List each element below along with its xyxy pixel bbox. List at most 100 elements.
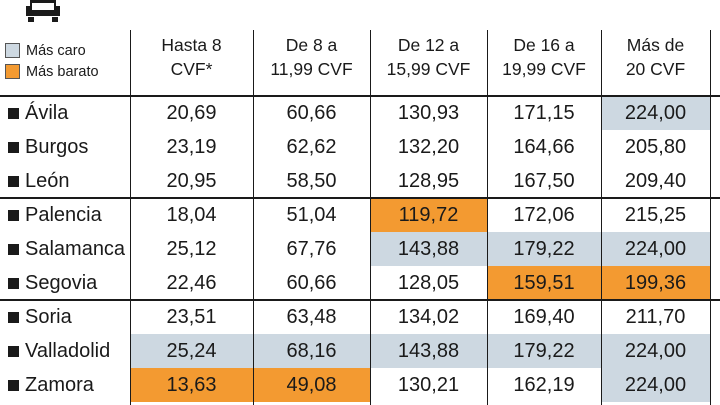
value-cell: 143,88 (397, 339, 460, 362)
highlight-cell (602, 334, 710, 368)
value-cell: 199,36 (624, 271, 687, 294)
value-cell: 169,40 (513, 305, 575, 328)
province-name: Zamora (25, 373, 94, 396)
value-cell: 63,48 (286, 305, 337, 328)
legend-item-cheap: Más barato (5, 61, 99, 82)
column-header-line2: CVF* (170, 59, 213, 79)
value-cell: 49,08 (286, 373, 337, 396)
highlight-cell (488, 266, 601, 300)
value-cell: 172,06 (513, 203, 575, 226)
value-cell: 25,12 (166, 237, 217, 260)
column-header-line1: Hasta 8 (161, 35, 222, 55)
column-divider (710, 30, 711, 405)
car-icon (26, 0, 60, 22)
province-name: Palencia (25, 203, 102, 226)
value-cell: 119,72 (398, 203, 459, 226)
value-cell: 179,22 (513, 237, 575, 260)
value-cell: 143,88 (397, 237, 460, 260)
row-divider (0, 197, 720, 199)
legend-item-expensive: Más caro (5, 40, 99, 61)
value-cell: 60,66 (286, 101, 337, 124)
value-cell: 68,16 (286, 339, 337, 362)
column-divider (253, 30, 254, 405)
province-cell: Burgos (8, 130, 88, 164)
province-name: Segovia (25, 271, 98, 294)
highlight-cell (254, 334, 370, 368)
province-name: Ávila (25, 101, 69, 124)
province-name: Soria (25, 305, 72, 328)
column-divider (487, 30, 488, 405)
value-cell: 60,66 (286, 271, 337, 294)
table-grid (0, 30, 720, 405)
highlight-cell (131, 368, 253, 402)
column-header-line2: 11,99 CVF (270, 59, 353, 79)
bullet-icon (8, 141, 19, 153)
province-cell: Segovia (8, 266, 97, 300)
value-cell: 13,63 (166, 373, 217, 396)
value-cell: 171,15 (513, 101, 575, 124)
highlight-cell (602, 266, 710, 300)
province-cell: Zamora (8, 368, 94, 402)
value-cell: 62,62 (286, 135, 337, 158)
value-cell: 128,95 (397, 169, 460, 192)
bullet-icon (8, 107, 19, 119)
table-row: Salamanca 25,12 67,76 143,88 179,22 224,00 (0, 232, 720, 266)
table-row: León 20,95 58,50 128,95 167,50 209,40 (0, 164, 720, 198)
bullet-icon (8, 175, 19, 187)
province-cell: León (8, 164, 70, 198)
value-cell: 224,00 (624, 339, 687, 362)
column-header: De 12 a 15,99 CVF (370, 33, 487, 81)
highlight-cell (602, 368, 710, 402)
value-cell: 130,93 (397, 101, 460, 124)
legend-label: Más barato (26, 63, 99, 80)
value-cell: 51,04 (286, 203, 337, 226)
column-header: Hasta 8 CVF* (130, 33, 253, 81)
province-name: Burgos (25, 135, 89, 158)
value-cell: 20,95 (166, 169, 217, 192)
legend-label: Más caro (26, 42, 86, 59)
value-cell: 58,50 (286, 169, 337, 192)
province-cell: Salamanca (8, 232, 125, 266)
column-divider (370, 30, 371, 405)
value-cell: 224,00 (624, 101, 687, 124)
table-row: Burgos 23,19 62,62 132,20 164,66 205,80 (0, 130, 720, 164)
bullet-icon (8, 379, 19, 391)
row-divider (0, 95, 720, 97)
column-header: Más de 20 CVF (601, 33, 710, 81)
legend: Más caro Más barato (5, 40, 99, 82)
highlight-cell (131, 334, 253, 368)
row-divider (0, 299, 720, 301)
table-row: Segovia 22,46 60,66 128,05 159,51 199,36 (0, 266, 720, 300)
value-cell: 67,76 (286, 237, 337, 260)
value-cell: 209,40 (624, 169, 687, 192)
column-header-line2: 15,99 CVF (386, 59, 471, 79)
bullet-icon (8, 209, 19, 221)
value-cell: 132,20 (397, 135, 460, 158)
table-row: Soria 23,51 63,48 134,02 169,40 211,70 (0, 300, 720, 334)
table-row: Zamora 13,63 49,08 130,21 162,19 224,00 (0, 368, 720, 402)
highlight-cell (371, 198, 487, 232)
table-row: Valladolid 25,24 68,16 143,88 179,22 224,00 (0, 334, 720, 368)
highlight-cell (488, 232, 601, 266)
bullet-icon (8, 345, 19, 357)
column-header-line1: De 12 a (397, 35, 460, 55)
province-name: Salamanca (25, 237, 126, 260)
value-cell: 215,25 (624, 203, 687, 226)
table-row: Palencia 18,04 51,04 119,72 172,06 215,25 (0, 198, 720, 232)
value-cell: 211,70 (625, 305, 686, 328)
province-cell: Soria (8, 300, 72, 334)
highlight-cell (371, 334, 487, 368)
column-header-line2: 19,99 CVF (502, 59, 586, 79)
value-cell: 179,22 (513, 339, 575, 362)
province-name: León (25, 169, 70, 192)
legend-swatch-expensive (5, 43, 20, 58)
value-cell: 22,46 (166, 271, 217, 294)
bullet-icon (8, 243, 19, 255)
value-cell: 162,19 (513, 373, 575, 396)
value-cell: 20,69 (166, 101, 217, 124)
highlight-cell (602, 232, 710, 266)
column-header: De 8 a 11,99 CVF (253, 33, 370, 81)
value-cell: 224,00 (624, 237, 687, 260)
value-cell: 159,51 (513, 271, 575, 294)
value-cell: 164,66 (513, 135, 575, 158)
